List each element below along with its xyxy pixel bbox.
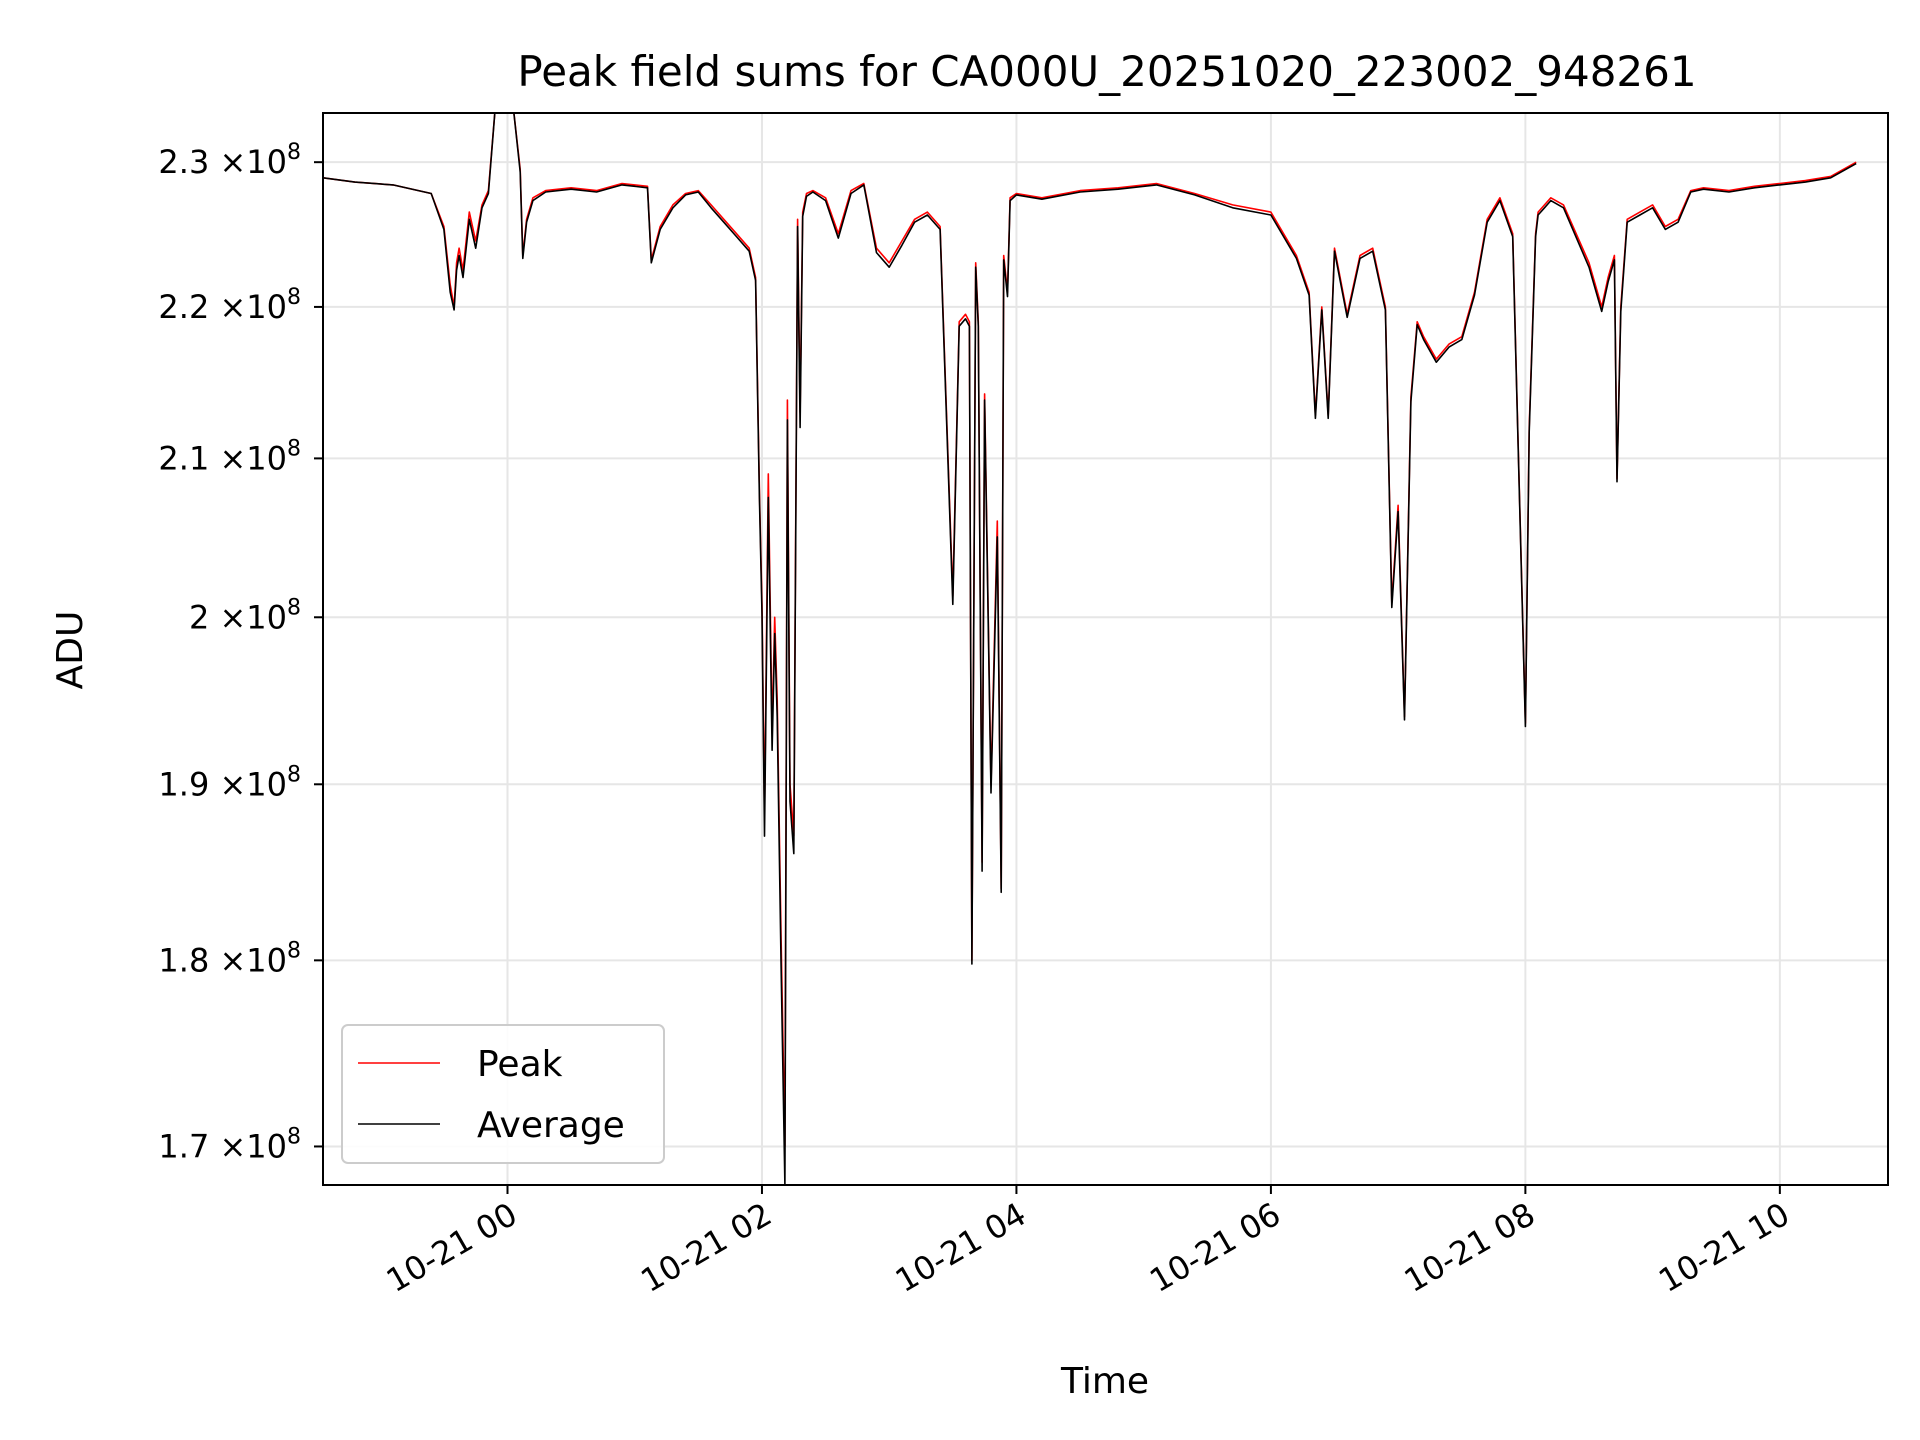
- y-tick-label: 2.3 ×108: [158, 140, 301, 181]
- series-layer: [323, 113, 1857, 1185]
- y-axis: 1.7 ×108 1.8 ×108 1.9 ×108 2 ×108 2.1 ×108 2.…: [158, 140, 323, 1165]
- legend-label-average: Average: [477, 1105, 625, 1146]
- plot-frame: [322, 112, 1889, 1186]
- y-tick-label: 1.8 ×108: [158, 938, 301, 979]
- y-tick-label: 2.1 ×108: [158, 436, 301, 477]
- chart-title: Peak field sums for CA000U_20251020_2230…: [517, 47, 1696, 96]
- legend: Peak Average: [341, 1024, 665, 1164]
- series-line-average: [323, 113, 1857, 1185]
- legend-label-peak: Peak: [477, 1044, 563, 1085]
- y-tick-label: 1.9 ×108: [158, 762, 301, 803]
- grid: [323, 113, 1888, 1185]
- legend-box: [341, 1024, 665, 1164]
- y-tick-label: 2 ×108: [189, 595, 301, 636]
- y-axis-label: ADU: [50, 611, 91, 690]
- y-tick-label: 1.7 ×108: [158, 1124, 301, 1165]
- x-axis-label: Time: [1060, 1361, 1149, 1402]
- y-tick-label: 2.2 ×108: [158, 285, 301, 326]
